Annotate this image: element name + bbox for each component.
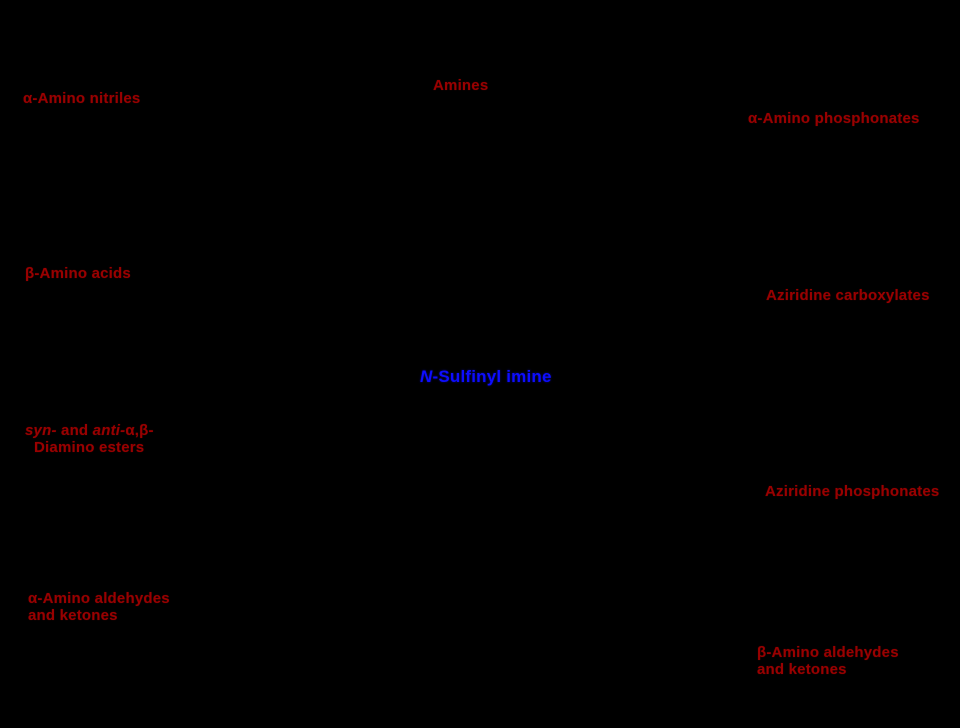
label-aziridine-phosphonates: Aziridine phosphonates — [765, 483, 940, 500]
label-beta-amino-aldehydes-line1: β-Amino aldehydes — [757, 644, 899, 661]
label-diamino-esters-line2: Diamino esters — [34, 439, 145, 456]
label-beta-amino-acids: β-Amino acids — [25, 265, 131, 282]
label-aziridine-carboxylates: Aziridine carboxylates — [766, 287, 930, 304]
label-beta-amino-aldehydes-line2: and ketones — [757, 661, 847, 678]
label-n-sulfinyl-imine-rest: -Sulfinyl imine — [432, 367, 552, 386]
label-diamino-esters: syn- and anti-α,β- Diamino esters — [25, 422, 154, 456]
label-beta-amino-aldehydes-ketones: β-Amino aldehydes and ketones — [757, 644, 899, 678]
label-diamino-esters-syn: syn- — [25, 422, 57, 439]
label-amines: Amines — [433, 77, 489, 94]
label-n-sulfinyl-imine: N-Sulfinyl imine — [420, 368, 552, 385]
label-diamino-esters-greek: α,β- — [125, 422, 154, 439]
label-n-sulfinyl-imine-prefix: N — [420, 367, 433, 386]
label-diamino-esters-and: and — [56, 422, 93, 439]
label-alpha-amino-aldehydes-line2: and ketones — [28, 607, 118, 624]
label-alpha-amino-aldehydes-ketones: α-Amino aldehydes and ketones — [28, 590, 170, 624]
label-diamino-esters-anti: anti- — [92, 422, 126, 439]
label-alpha-amino-nitriles: α-Amino nitriles — [23, 90, 141, 107]
label-alpha-amino-aldehydes-line1: α-Amino aldehydes — [28, 590, 170, 607]
label-alpha-amino-phosphonates: α-Amino phosphonates — [748, 110, 920, 127]
